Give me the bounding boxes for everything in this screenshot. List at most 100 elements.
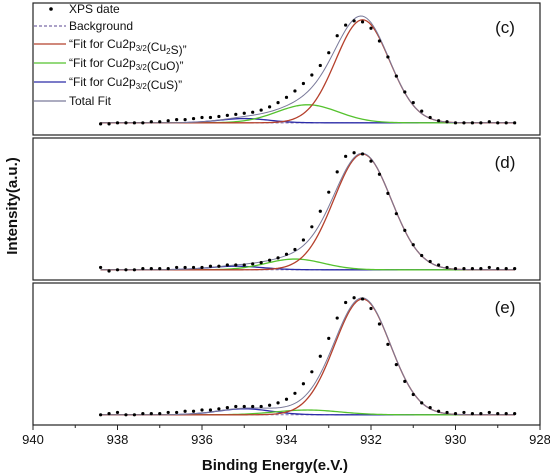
data-point [268,258,272,262]
panel-0: (c) [32,2,541,136]
data-point [115,121,120,125]
data-point [327,190,331,194]
data-point [259,108,263,112]
x-tick-label: 940 [22,432,44,447]
data-point [394,212,398,216]
data-point [479,267,483,271]
data-point [276,401,280,405]
data-point [166,119,170,123]
data-point [386,55,390,59]
data-point [437,119,441,123]
data-point [310,73,314,77]
x-axis-title: Binding Energy(e.V.) [202,457,348,474]
data-point [268,403,272,407]
data-point [470,121,474,125]
data-point [352,151,356,155]
legend-label: “Fit for Cu2p3/2(CuO)” [69,56,183,73]
data-point [200,115,204,120]
legend-marker [49,7,53,11]
data-point [166,267,170,271]
data-point [293,247,297,252]
data-point [251,110,255,114]
data-point [284,95,289,99]
data-point [394,363,398,367]
data-point [496,412,500,416]
data-point [310,370,314,374]
data-point [420,253,424,258]
fit-cu2s-line [100,153,515,271]
data-point [369,26,373,30]
x-tick-label: 928 [529,432,550,447]
data-point [234,112,238,116]
data-point [394,74,398,78]
data-point [377,172,382,176]
data-point [158,120,162,124]
data-point [141,121,145,125]
legend-item-total: Total Fit [34,94,112,108]
legend-item-cus: “Fit for Cu2p3/2(CuS)” [34,75,182,92]
data-point [403,228,407,232]
data-point [504,267,508,271]
x-tick-label: 932 [360,432,382,447]
data-point [276,101,280,105]
data-point [301,238,305,242]
data-point [352,296,356,300]
data-point [175,265,179,270]
data-point [175,410,179,415]
data-point [301,382,305,386]
data-point [377,322,382,326]
data-point [124,413,128,417]
data-point [132,121,136,125]
data-point [251,262,255,266]
data-point [335,34,339,38]
panel-2: (e) [32,282,541,426]
data-point [318,63,322,68]
x-tick-label: 938 [107,432,129,447]
data-point [504,412,508,416]
legend-label: Total Fit [69,94,112,108]
data-point [386,342,390,346]
data-point [411,101,415,105]
x-axis: 940 938 936 934 932 930 928 [22,425,550,447]
data-point [360,297,365,301]
legend-label: Background [69,19,133,33]
data-point [403,379,407,383]
panel-label: (e) [495,298,516,317]
data-point [242,404,246,409]
data-point [487,265,491,270]
data-point [183,118,187,122]
panel-label: (d) [495,153,516,172]
fit-cu2s-line [100,298,515,416]
legend-item-cuo: “Fit for Cu2p3/2(CuO)” [34,56,183,73]
data-point [479,121,483,125]
data-point [420,401,424,405]
data-point [504,121,508,125]
data-point [513,121,517,125]
data-point [403,90,407,94]
data-point [259,261,263,265]
data-point [115,410,120,415]
data-point [284,397,289,401]
data-point [99,413,103,417]
data-point [310,225,314,229]
data-point [386,191,390,195]
data-point [234,404,238,409]
total-fit-line [100,297,515,416]
data-point [141,267,145,271]
data-point [513,267,517,271]
data-point [293,89,297,93]
data-point [158,412,162,416]
data-point [158,267,162,271]
data-point [437,263,441,267]
data-point [183,265,187,270]
data-point [445,265,449,270]
data-point [411,392,415,397]
data-point [428,406,432,410]
data-point [191,265,196,270]
x-tick-label: 930 [445,432,467,447]
data-point [335,170,339,174]
data-point [242,111,246,115]
data-point [487,120,491,124]
data-point [208,115,213,120]
data-point [225,113,229,117]
